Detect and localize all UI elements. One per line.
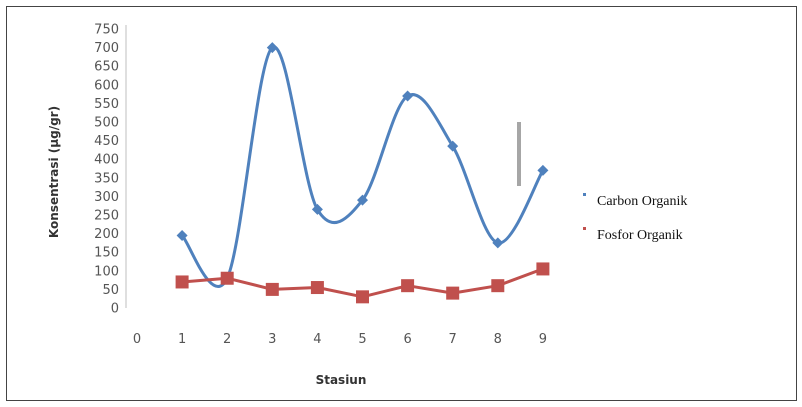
y-tick-label: 150 <box>94 246 119 261</box>
data-point-fosfor-organik <box>356 290 369 304</box>
y-tick-label: 50 <box>102 283 119 298</box>
y-tick-label: 500 <box>94 116 119 131</box>
data-point-carbon-organik <box>402 90 414 102</box>
x-tick-label: 5 <box>358 332 366 347</box>
data-point-fosfor-organik <box>491 279 505 293</box>
y-tick-label: 400 <box>94 153 119 168</box>
data-point-fosfor-organik <box>265 282 279 296</box>
data-point-fosfor-organik <box>220 271 234 285</box>
legend-marker-fosfor-organik <box>583 227 586 230</box>
data-point-carbon-organik <box>447 140 459 152</box>
x-tick-label: 8 <box>494 332 502 347</box>
data-point-carbon-organik <box>357 194 368 206</box>
y-tick-label: 550 <box>94 97 119 112</box>
y-tick-label: 0 <box>111 302 119 317</box>
x-tick-label: 0 <box>133 332 141 347</box>
x-tick-label: 3 <box>268 332 276 347</box>
data-point-fosfor-organik <box>446 286 460 300</box>
y-tick-label: 450 <box>94 134 119 149</box>
vertical-bar-mark <box>517 122 521 186</box>
legend-box <box>580 184 770 248</box>
y-tick-label: 600 <box>94 78 119 93</box>
legend: Carbon Organik Fosfor Organik <box>580 184 770 248</box>
y-tick-label: 700 <box>94 41 119 56</box>
legend-marker-carbon-organik <box>583 193 586 196</box>
data-point-fosfor-organik <box>536 262 550 276</box>
data-point-carbon-organik <box>492 237 504 249</box>
data-point-carbon-organik <box>176 229 188 241</box>
data-point-fosfor-organik <box>310 281 324 295</box>
x-tick-label: 7 <box>449 332 457 347</box>
y-tick-label: 100 <box>94 264 119 279</box>
x-tick-label: 4 <box>313 332 321 347</box>
data-point-fosfor-organik <box>175 275 189 289</box>
series-layer <box>175 42 550 304</box>
y-tick-label: 650 <box>94 60 119 75</box>
x-tick-label: 2 <box>223 332 231 347</box>
data-point-carbon-organik <box>266 42 278 54</box>
x-tick-labels: 0 1 2 3 4 5 6 7 8 9 <box>133 332 547 347</box>
y-tick-label: 300 <box>94 190 119 205</box>
data-point-carbon-organik <box>311 203 323 215</box>
x-tick-label: 6 <box>403 332 411 347</box>
y-tick-label: 200 <box>94 227 119 242</box>
y-tick-label: 250 <box>94 209 119 224</box>
y-axis-title: Konsentrasi (µg/gr) <box>47 106 61 238</box>
x-tick-label: 9 <box>539 332 547 347</box>
x-axis-title: Stasiun <box>316 373 367 387</box>
x-tick-label: 1 <box>178 332 186 347</box>
y-tick-label: 750 <box>94 23 119 38</box>
data-point-fosfor-organik <box>401 279 415 293</box>
series-line-carbon-organik <box>180 45 545 289</box>
legend-label-fosfor-organik: Fosfor Organik <box>597 228 683 243</box>
data-point-carbon-organik <box>537 164 549 176</box>
y-tick-labels: 0 50 100 150 200 250 300 350 400 450 500 550 600 650 7… <box>94 23 119 317</box>
y-tick-label: 350 <box>94 171 119 186</box>
legend-label-carbon-organik: Carbon Organik <box>597 194 687 209</box>
